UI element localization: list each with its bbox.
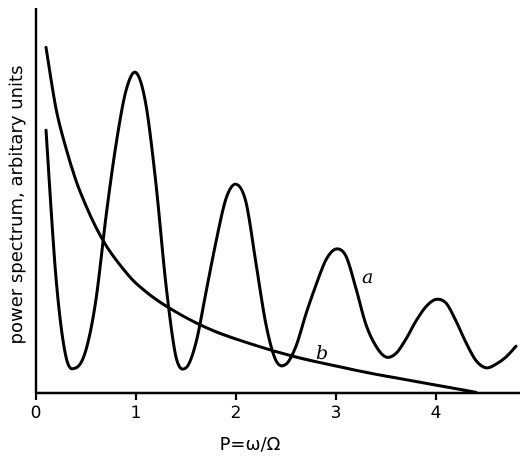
x-tick-label: 0 (31, 403, 42, 423)
x-tick-label: 4 (431, 403, 442, 423)
x-tick-label: 3 (331, 403, 342, 423)
y-axis-label: power spectrum, arbitary units (6, 66, 27, 345)
curve-label-a: a (362, 266, 373, 288)
axes (34, 8, 520, 395)
x-ticks: 0 1 2 3 4 (31, 393, 442, 423)
series-line-b (44, 45, 478, 394)
x-tick-label: 2 (231, 403, 242, 423)
series-line-a (44, 70, 518, 371)
series-group (44, 45, 518, 394)
x-tick-label: 1 (131, 403, 142, 423)
x-axis-label: P=ω/Ω (220, 434, 281, 455)
curve-label-b: b (316, 342, 328, 364)
